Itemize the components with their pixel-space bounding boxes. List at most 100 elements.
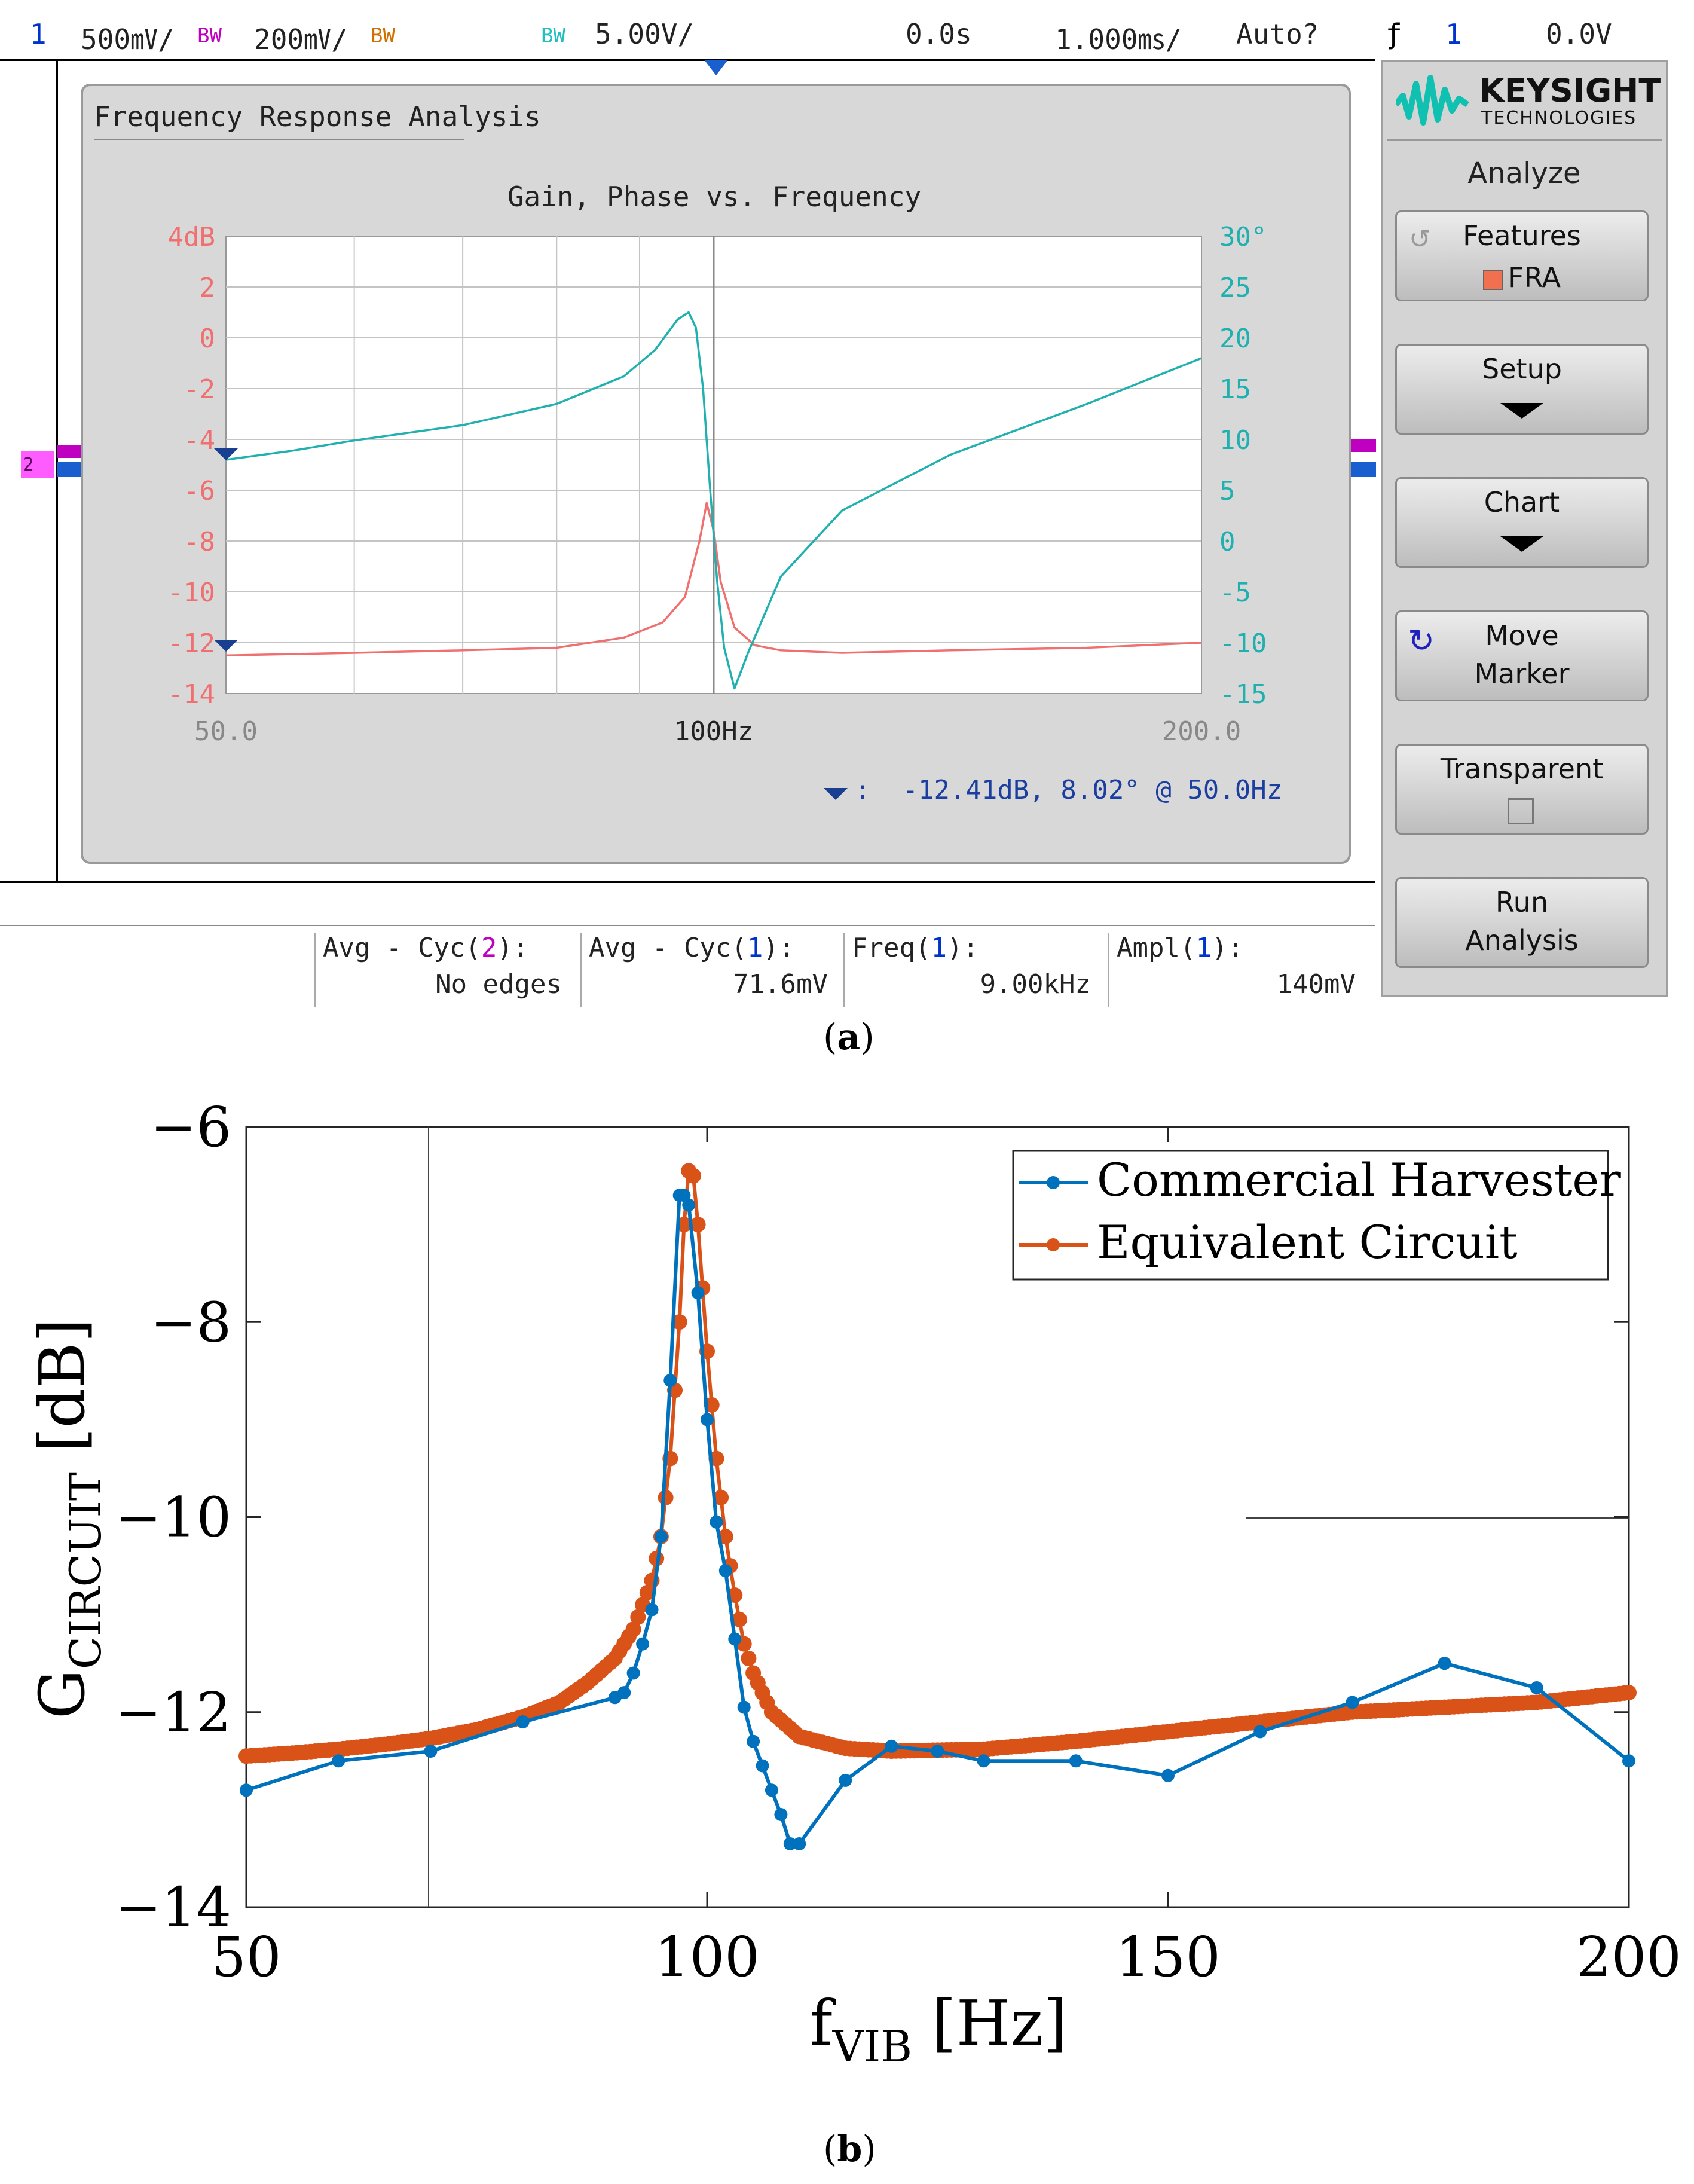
frequency-tick-label: 200.0 xyxy=(1162,716,1241,747)
gain-tick-label: 0 xyxy=(200,323,216,354)
commercial-harvester-point xyxy=(691,1286,705,1300)
commercial-harvester-point xyxy=(645,1603,659,1617)
caption-a-letter: a xyxy=(837,1016,861,1058)
commercial-harvester-point xyxy=(774,1808,788,1821)
measurement-name-prefix: Avg - Cyc( xyxy=(323,933,481,963)
ch2-ground-marker-icon[interactable] xyxy=(21,451,54,478)
commercial-harvester-point xyxy=(682,1198,696,1212)
legend-marker-commercial xyxy=(1047,1176,1060,1189)
features-label: Features xyxy=(1463,219,1581,252)
undo-icon: ↺ xyxy=(1409,224,1431,255)
ch1-number[interactable]: 1 xyxy=(30,18,47,50)
measurement-channel: 1 xyxy=(747,933,763,963)
measurement-channel: 1 xyxy=(931,933,947,963)
transparent-softkey[interactable]: Transparent xyxy=(1395,744,1649,835)
commercial-harvester-point xyxy=(783,1837,797,1850)
commercial-harvester-point xyxy=(1253,1725,1267,1739)
gain-tick-label: -6 xyxy=(184,476,215,506)
commercial-harvester-point xyxy=(718,1564,732,1578)
trigger-mode[interactable]: Auto? xyxy=(1236,18,1319,50)
commercial-harvester-point xyxy=(885,1739,898,1753)
x-tick-label: 100 xyxy=(655,1925,760,1989)
gain-tick-label: -12 xyxy=(168,628,215,659)
ch1-scale[interactable]: 500㎷/ xyxy=(81,23,175,56)
phase-tick-label: 0 xyxy=(1219,527,1236,557)
readout-marker-icon xyxy=(824,788,848,800)
equivalent-circuit-point xyxy=(639,1584,655,1600)
measurement-channel: 2 xyxy=(481,933,497,963)
analysis-label: Analysis xyxy=(1465,924,1579,957)
submenu-arrow-icon xyxy=(1500,403,1543,419)
submenu-arrow-icon xyxy=(1500,536,1543,552)
commercial-harvester-point xyxy=(1622,1754,1635,1768)
measurement-name-suffix: ): xyxy=(946,933,979,963)
equivalent-circuit-point xyxy=(741,1651,757,1666)
setup-label: Setup xyxy=(1482,353,1562,385)
measurement-value: 71.6mV xyxy=(733,969,828,1000)
commercial-harvester-point xyxy=(1346,1696,1359,1709)
y-tick-label: −12 xyxy=(115,1681,231,1745)
commercial-harvester-point xyxy=(728,1632,742,1646)
time-offset[interactable]: 0.0s xyxy=(906,18,972,50)
x-tick-label: 150 xyxy=(1115,1925,1221,1989)
equivalent-circuit-point xyxy=(671,1314,687,1330)
commercial-harvester-point xyxy=(617,1686,631,1700)
commercial-harvester-point xyxy=(737,1700,751,1714)
trigger-channel[interactable]: 1 xyxy=(1445,18,1462,50)
equivalent-circuit-point xyxy=(732,1611,747,1627)
phase-tick-label: 10 xyxy=(1219,425,1251,456)
legend-box xyxy=(1012,1150,1609,1281)
legend-marker-equivalent xyxy=(1047,1238,1060,1251)
move-label: Move xyxy=(1485,619,1559,652)
commercial-harvester-point xyxy=(636,1637,650,1651)
fra-checkbox-icon[interactable] xyxy=(1482,269,1503,290)
commercial-harvester-point xyxy=(1530,1681,1543,1694)
commercial-harvester-point xyxy=(756,1759,769,1773)
move-marker-softkey[interactable]: Move Marker ↻ xyxy=(1395,610,1649,701)
title-underline xyxy=(94,139,464,140)
measurement-item: Ampl(1): 140mV xyxy=(1108,933,1356,1007)
timebase[interactable]: 1.000㎳/ xyxy=(1055,23,1182,56)
phase-marker-icon[interactable] xyxy=(214,448,238,460)
measurement-item: Avg - Cyc(2): No edges xyxy=(314,933,562,1007)
phase-tick-label: -10 xyxy=(1219,628,1267,659)
trigger-position-marker-icon[interactable] xyxy=(704,60,728,75)
features-softkey[interactable]: Features FRA ↺ xyxy=(1395,210,1649,301)
ch2-scale[interactable]: 200㎷/ xyxy=(254,23,348,56)
commercial-harvester-point xyxy=(663,1374,677,1388)
commercial-harvester-point xyxy=(765,1783,778,1797)
ch1-level-strip-right xyxy=(1351,462,1376,477)
equivalent-circuit-point xyxy=(717,1529,733,1545)
caption-b: (b) xyxy=(823,2128,876,2170)
gain-tick-label: -14 xyxy=(168,679,215,710)
measurement-name: Avg - Cyc(1): xyxy=(589,933,828,963)
run-analysis-softkey[interactable]: Run Analysis xyxy=(1395,877,1649,968)
gain-tick-label: 4dB xyxy=(168,222,215,252)
chart-softkey[interactable]: Chart xyxy=(1395,477,1649,568)
transparent-label: Transparent xyxy=(1440,753,1604,785)
legend-label-equivalent: Equivalent Circuit xyxy=(1097,1215,1518,1269)
ch2-level-strip-right xyxy=(1351,439,1376,452)
x-tick-label: 50 xyxy=(211,1925,281,1989)
commercial-harvester-point xyxy=(747,1734,760,1748)
gain-tick-label: -4 xyxy=(184,425,215,456)
ch2-ground-label: 2 xyxy=(23,454,35,475)
run-label: Run xyxy=(1495,886,1549,918)
x-tick-label: 200 xyxy=(1576,1925,1681,1989)
ch4-scale[interactable]: 5.00V/ xyxy=(595,18,695,50)
measurement-name-suffix: ): xyxy=(1211,933,1243,963)
measurement-value: No edges xyxy=(435,969,562,1000)
commercial-harvester-point xyxy=(332,1754,345,1768)
commercial-harvester-point xyxy=(1069,1754,1083,1768)
trigger-level[interactable]: 0.0V xyxy=(1546,18,1612,50)
commercial-harvester-point xyxy=(710,1515,723,1529)
transparent-checkbox-icon[interactable] xyxy=(1508,798,1534,824)
measurement-value: 140mV xyxy=(1276,969,1356,1000)
gain-tick-label: -2 xyxy=(184,374,215,405)
entry-knob-icon: ↻ xyxy=(1408,622,1435,659)
gain-marker-icon[interactable] xyxy=(214,640,238,652)
setup-softkey[interactable]: Setup xyxy=(1395,344,1649,435)
marker-readout: : -12.41dB, 8.02° @ 50.0Hz xyxy=(855,775,1283,805)
gain-trace xyxy=(225,502,1202,657)
commercial-harvester-point xyxy=(240,1783,253,1797)
